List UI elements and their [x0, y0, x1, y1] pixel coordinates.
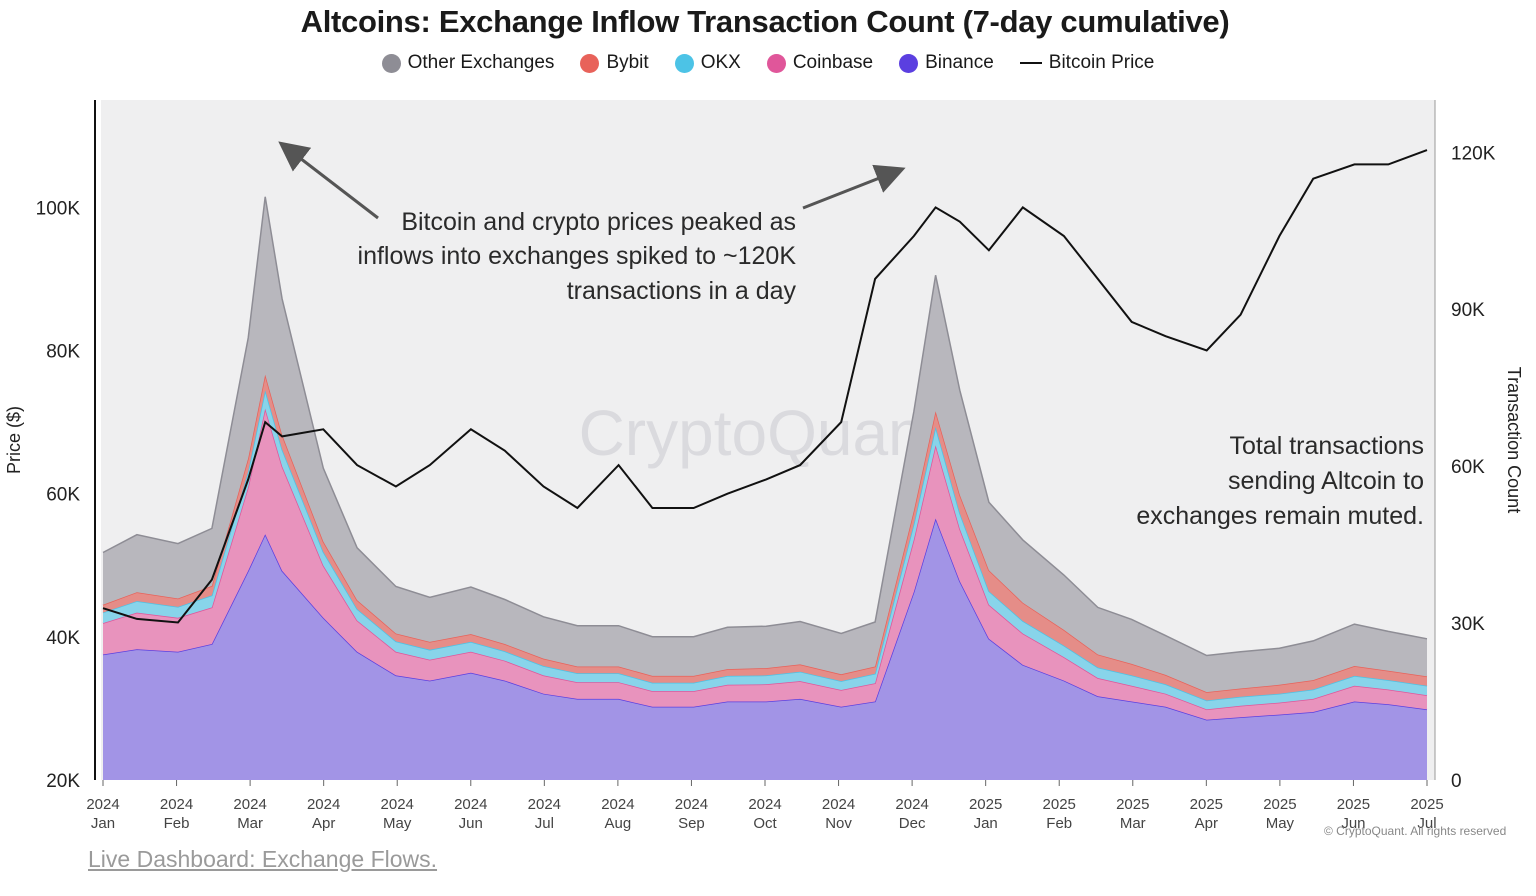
- right-axis-ticks: 0 30K 60K 90K 120K: [1451, 143, 1496, 792]
- stacked-areas: [102, 196, 1428, 780]
- x-tick-year: 2024: [748, 796, 781, 813]
- annotation-muted: Total transactions sending Altcoin to ex…: [1136, 432, 1424, 530]
- x-tick-year: 2024: [822, 796, 855, 813]
- legend-swatch-okx: [674, 53, 694, 73]
- annotation-muted-line-3: exchanges remain muted.: [1136, 502, 1424, 530]
- x-tick-month: Jan: [974, 815, 998, 832]
- right-tick-label: 120K: [1451, 143, 1496, 164]
- annotation-muted-line-1: Total transactions: [1229, 432, 1424, 460]
- x-tick-year: 2025: [1263, 796, 1296, 813]
- x-tick-month: Apr: [312, 815, 335, 832]
- x-tick-month: Jun: [459, 815, 483, 832]
- legend-item-okx[interactable]: OKX: [674, 52, 741, 74]
- x-tick-month: Mar: [1120, 815, 1146, 832]
- live-dashboard-link[interactable]: Live Dashboard: Exchange Flows.: [88, 846, 438, 872]
- x-tick-year: 2024: [86, 796, 119, 813]
- legend-swatch-coinbase: [766, 53, 786, 73]
- left-tick-label: 40K: [46, 628, 80, 649]
- x-tick-year: 2025: [969, 796, 1002, 813]
- x-tick-month: Apr: [1195, 815, 1218, 832]
- x-tick-year: 2025: [1116, 796, 1149, 813]
- annotation-peak-line-2: inflows into exchanges spiked to ~120K: [358, 242, 797, 270]
- x-tick-month: Mar: [237, 815, 263, 832]
- legend-item-binance[interactable]: Binance: [899, 52, 994, 74]
- legend-label-okx: OKX: [700, 52, 741, 73]
- area-binance: [103, 518, 1427, 780]
- x-tick-year: 2024: [160, 796, 193, 813]
- x-tick-month: Jul: [1417, 815, 1436, 832]
- right-tick-label: 90K: [1451, 300, 1485, 321]
- x-tick-year: 2025: [1190, 796, 1223, 813]
- legend-item-other-exchanges[interactable]: Other Exchanges: [381, 52, 555, 74]
- legend-label-bitcoin-price: Bitcoin Price: [1048, 52, 1155, 73]
- legend-label-bybit: Bybit: [606, 52, 649, 73]
- x-tick-year: 2025: [1337, 796, 1370, 813]
- x-tick-year: 2025: [1410, 796, 1443, 813]
- x-tick-year: 2024: [675, 796, 708, 813]
- x-tick-month: Nov: [825, 815, 852, 832]
- chart-title: Altcoins: Exchange Inflow Transaction Co…: [300, 4, 1230, 39]
- x-tick-month: Jan: [91, 815, 115, 832]
- x-tick-month: Dec: [899, 815, 926, 832]
- x-axis-ticks: 2024 Jan 2024 Feb 2024 Mar 2024 Apr 2024 May 2024 J…: [86, 780, 1444, 832]
- right-tick-label: 30K: [1451, 614, 1485, 635]
- x-tick-year: 2024: [233, 796, 266, 813]
- legend-swatch-bybit: [580, 53, 600, 73]
- copyright-credit: © CryptoQuant. All rights reserved: [1324, 824, 1507, 838]
- left-tick-label: 60K: [46, 485, 80, 506]
- left-tick-label: 80K: [46, 342, 80, 363]
- legend-label-other-exchanges: Other Exchanges: [407, 52, 555, 73]
- y-axis-right-label: Transaction Count: [1504, 367, 1524, 513]
- x-tick-month: Jun: [1341, 815, 1365, 832]
- bitcoin-price-line: [102, 149, 1428, 624]
- right-tick-label: 0: [1451, 771, 1462, 792]
- left-tick-label: 20K: [46, 771, 80, 792]
- x-tick-year: 2025: [1043, 796, 1076, 813]
- x-tick-year: 2024: [454, 796, 487, 813]
- x-tick-year: 2024: [601, 796, 634, 813]
- area-edge-other-exchanges: [102, 196, 1428, 657]
- x-tick-year: 2024: [381, 796, 414, 813]
- legend-swatch-other-exchanges: [381, 53, 401, 73]
- legend-label-binance: Binance: [925, 52, 994, 73]
- annotation-arrow-dec-peak: [802, 164, 906, 210]
- annotation-peak-line-3: transactions in a day: [567, 277, 797, 305]
- legend-swatch-bitcoin-price: [1019, 62, 1042, 64]
- x-tick-month: Oct: [753, 815, 777, 832]
- annotation-muted-line-2: sending Altcoin to: [1228, 467, 1424, 495]
- x-tick-month: Jul: [535, 815, 554, 832]
- x-tick-month: May: [383, 815, 412, 832]
- y-axis-left-label: Price ($): [4, 406, 24, 474]
- annotation-arrow-mar-peak: [278, 141, 379, 220]
- x-tick-year: 2024: [307, 796, 340, 813]
- x-tick-month: Aug: [605, 815, 632, 832]
- price-layer: [102, 149, 1428, 624]
- legend-label-coinbase: Coinbase: [792, 52, 874, 73]
- watermark: CryptoQuant: [579, 397, 942, 469]
- x-tick-year: 2024: [528, 796, 561, 813]
- legend-item-bybit[interactable]: Bybit: [580, 52, 649, 74]
- annotation-peak-line-1: Bitcoin and crypto prices peaked as: [401, 208, 796, 236]
- legend-swatch-binance: [899, 53, 919, 73]
- annotation-peak: Bitcoin and crypto prices peaked as infl…: [358, 208, 797, 305]
- chart-legend: Other Exchanges Bybit OKX Coinbase Binan…: [0, 52, 1536, 74]
- legend-item-coinbase[interactable]: Coinbase: [766, 52, 874, 74]
- left-axis-ticks: 20K 40K 60K 80K 100K: [36, 198, 81, 792]
- right-tick-label: 60K: [1451, 457, 1485, 478]
- x-tick-year: 2024: [895, 796, 928, 813]
- legend-item-bitcoin-price[interactable]: Bitcoin Price: [1019, 52, 1155, 74]
- left-tick-label: 100K: [36, 198, 81, 219]
- x-tick-month: Feb: [164, 815, 190, 832]
- x-tick-month: Feb: [1046, 815, 1072, 832]
- x-tick-month: May: [1266, 815, 1295, 832]
- x-tick-month: Sep: [678, 815, 705, 832]
